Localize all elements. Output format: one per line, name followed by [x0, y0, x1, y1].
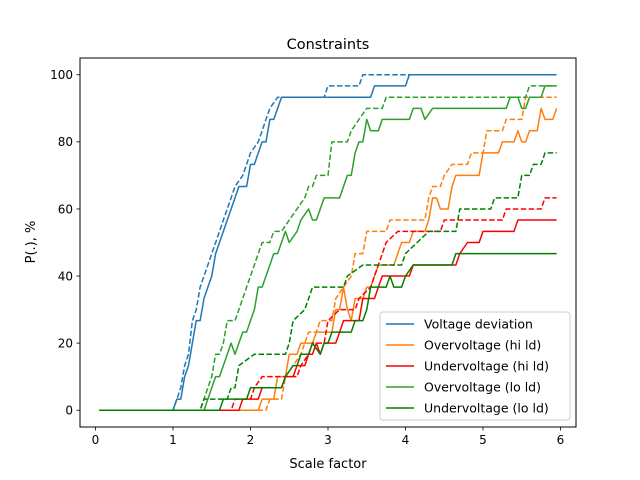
y-tick-label: 40: [58, 269, 73, 283]
chart-title: Constraints: [287, 37, 370, 53]
legend-label: Overvoltage (hi ld): [424, 338, 541, 353]
y-axis: 0 20 40 60 80 100: [50, 68, 80, 418]
legend-label: Undervoltage (hi ld): [424, 359, 549, 374]
y-tick-label: 20: [58, 336, 73, 350]
y-tick-label: 100: [50, 68, 73, 82]
y-tick-label: 60: [58, 202, 73, 216]
x-tick-label: 1: [169, 433, 177, 447]
series-line-7: [99, 85, 557, 411]
legend-label: Overvoltage (lo ld): [424, 380, 541, 395]
plot-area: [99, 74, 558, 411]
x-axis: 0 1 2 3 4 5 6: [92, 427, 565, 447]
series-line-9: [99, 152, 557, 411]
series-line-8: [99, 252, 557, 411]
series-line-3: [99, 96, 557, 411]
series-line-2: [99, 107, 558, 411]
legend-label: Voltage deviation: [424, 317, 533, 332]
series-line-1: [99, 74, 557, 411]
legend-label: Undervoltage (lo ld): [424, 401, 549, 416]
x-tick-label: 5: [479, 433, 487, 447]
legend-box: [379, 311, 571, 421]
series-line-6: [99, 85, 557, 411]
x-tick-label: 3: [324, 433, 332, 447]
series-line-0: [99, 74, 557, 411]
y-axis-label: P(.), %: [24, 221, 39, 264]
x-axis-label: Scale factor: [289, 457, 367, 472]
series-line-5: [99, 197, 557, 411]
x-tick-label: 0: [92, 433, 100, 447]
legend: Voltage deviation Overvoltage (hi ld) Unde…: [379, 311, 571, 421]
y-tick-label: 80: [58, 135, 73, 149]
x-tick-label: 6: [557, 433, 565, 447]
x-tick-label: 2: [247, 433, 255, 447]
y-tick-label: 0: [65, 404, 73, 418]
x-tick-label: 4: [402, 433, 410, 447]
